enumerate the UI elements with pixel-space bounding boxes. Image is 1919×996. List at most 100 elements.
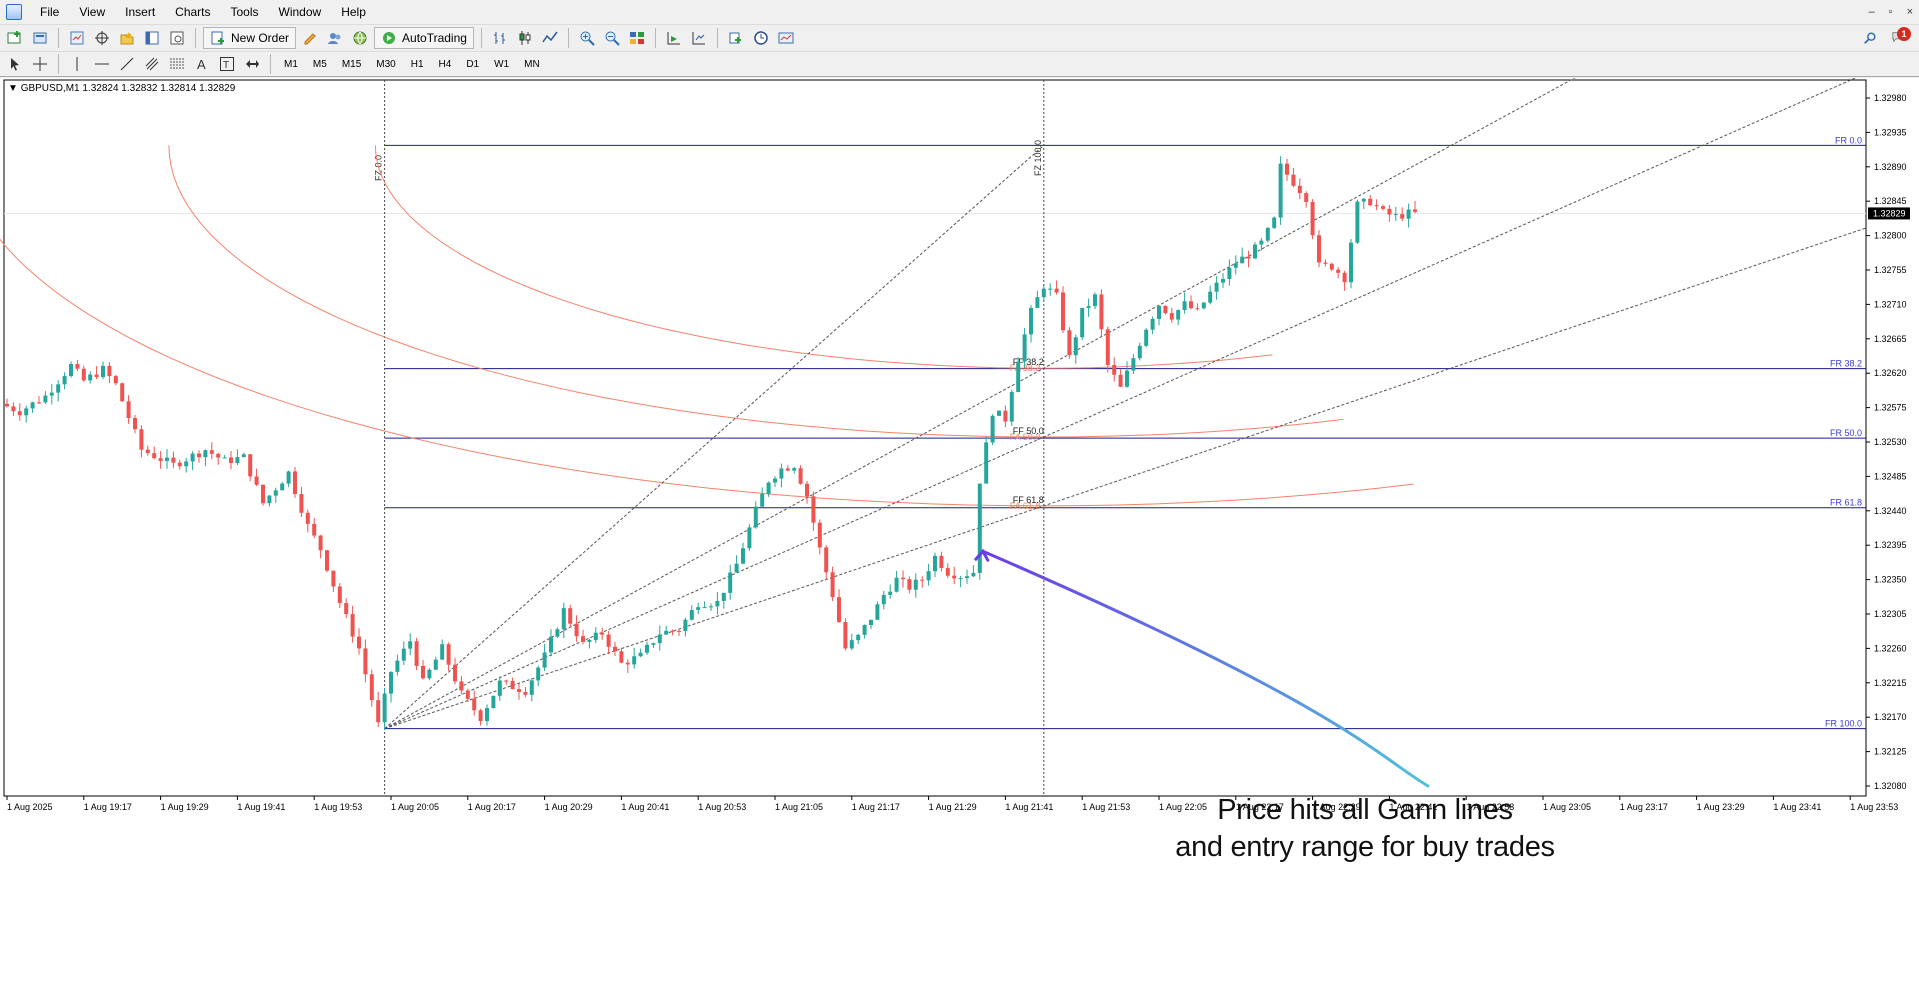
candle-body — [1387, 208, 1392, 215]
candle-body — [1323, 262, 1328, 264]
cursor-tool[interactable] — [4, 53, 26, 75]
timeframe-m5[interactable]: M5 — [312, 59, 327, 70]
candle-body — [997, 410, 1001, 416]
market-button[interactable] — [349, 27, 371, 49]
text-label-tool[interactable]: T — [216, 53, 238, 75]
horizontal-line-tool[interactable] — [91, 53, 113, 75]
price-tick-label: 1.32755 — [1874, 265, 1907, 275]
timeframe-m1[interactable]: M1 — [284, 59, 298, 70]
auto-scroll-button[interactable] — [663, 27, 685, 49]
metaeditor-button[interactable] — [299, 27, 321, 49]
candle-body — [1003, 410, 1008, 422]
bar-chart-button[interactable] — [489, 27, 511, 49]
candle-body — [1029, 307, 1033, 335]
candle-body — [638, 652, 643, 657]
candle-body — [197, 453, 201, 458]
candle-body — [1131, 358, 1136, 371]
vertical-line-tool[interactable] — [66, 53, 88, 75]
line-chart-button[interactable] — [539, 27, 561, 49]
chart-shift-button[interactable] — [688, 27, 710, 49]
candle-body — [280, 483, 285, 491]
timeframe-d1[interactable]: D1 — [466, 59, 480, 70]
data-window-button[interactable] — [91, 27, 113, 49]
menu-help[interactable]: Help — [341, 5, 366, 19]
candle-body — [433, 659, 438, 670]
autotrading-button[interactable]: AutoTrading — [374, 26, 474, 49]
menu-file[interactable]: File — [40, 5, 60, 19]
signals-button[interactable] — [324, 27, 346, 49]
chart-window[interactable]: FR 0.0 FR 38.2 FR 50.0 FR 61.8 FR 100.0 FZ 0.… — [0, 78, 1919, 996]
candle-body — [24, 408, 29, 416]
time-tick-label: 1 Aug 19:29 — [161, 802, 209, 812]
profiles-button[interactable] — [29, 27, 51, 49]
candle-body — [465, 690, 470, 699]
timeframe-h1[interactable]: H1 — [410, 59, 424, 70]
arrows-tool[interactable] — [241, 53, 263, 75]
crosshair-tool[interactable] — [29, 53, 51, 75]
new-order-label: New Order — [231, 30, 290, 45]
zoom-in-button[interactable] — [576, 27, 598, 49]
candle-body — [817, 522, 822, 548]
candle-body — [1048, 288, 1053, 290]
equidistant-channel-tool[interactable] — [141, 53, 163, 75]
indicators-button[interactable] — [725, 27, 747, 49]
market-watch-button[interactable] — [66, 27, 88, 49]
candle-body — [229, 457, 233, 464]
candle-body — [485, 708, 489, 722]
navigator-button[interactable] — [116, 27, 138, 49]
price-tick-label: 1.32845 — [1874, 196, 1907, 206]
timeframe-w1[interactable]: W1 — [494, 59, 510, 70]
time-tick-label: 1 Aug 19:53 — [314, 802, 362, 812]
close-icon[interactable]: × — [1906, 6, 1913, 18]
fib-arc-label: FA 50.0 — [1010, 432, 1041, 442]
timeframe-mn[interactable]: MN — [524, 59, 540, 70]
candle-body — [248, 454, 253, 477]
menu-tools[interactable]: Tools — [230, 5, 259, 19]
new-order-button[interactable]: New Order — [203, 26, 297, 49]
candle-body — [401, 648, 406, 661]
menu-charts[interactable]: Charts — [175, 5, 211, 19]
strategy-tester-button[interactable] — [166, 27, 188, 49]
templates-button[interactable] — [775, 27, 797, 49]
periods-button[interactable] — [750, 27, 772, 49]
candle-body — [568, 608, 573, 624]
restore-icon[interactable]: ▫ — [1888, 6, 1893, 18]
fib-fan-label: FF 50.0 — [1013, 426, 1044, 436]
terminal-button[interactable] — [141, 27, 163, 49]
timeframe-m15[interactable]: M15 — [341, 59, 362, 70]
timeframe-h4[interactable]: H4 — [438, 59, 452, 70]
candle-body — [43, 395, 48, 403]
candle-body — [1310, 201, 1315, 236]
candle-body — [299, 494, 304, 513]
new-chart-button[interactable] — [4, 27, 26, 49]
candle-body — [696, 607, 701, 610]
minimize-icon[interactable]: – — [1868, 6, 1875, 18]
candle-body — [728, 572, 733, 593]
menu-insert[interactable]: Insert — [125, 5, 156, 19]
candle-body — [1163, 305, 1168, 314]
candle-body — [389, 671, 393, 694]
timeframe-m30[interactable]: M30 — [376, 59, 396, 70]
price-chart[interactable]: FR 0.0FR 38.2FR 50.0FR 61.8FR 100.0FZ 0.… — [0, 78, 1919, 996]
time-tick-label: 1 Aug 19:41 — [237, 802, 285, 812]
menu-window[interactable]: Window — [278, 5, 322, 19]
notifications-button[interactable]: 1 — [1891, 26, 1911, 46]
toolbar-right: 1 — [1863, 26, 1911, 46]
candle-body — [1112, 364, 1117, 375]
price-tick-label: 1.32260 — [1874, 643, 1907, 653]
menu-view[interactable]: View — [79, 5, 106, 19]
line-studies-toolbar: A T M1 M5 M15 M30 H1 H4 D1 W1 MN — [0, 51, 1919, 77]
fibonacci-tool[interactable] — [166, 53, 188, 75]
tile-windows-button[interactable] — [626, 27, 648, 49]
trendline-tool[interactable] — [116, 53, 138, 75]
text-tool[interactable]: A — [191, 53, 213, 75]
price-tick-label: 1.32890 — [1874, 162, 1907, 172]
candle-body — [933, 555, 937, 572]
zoom-out-button[interactable] — [601, 27, 623, 49]
candle-body — [1201, 302, 1206, 309]
price-tick-label: 1.32305 — [1874, 609, 1907, 619]
candle-body — [1086, 306, 1091, 308]
candlestick-chart-button[interactable] — [514, 27, 536, 49]
candle-body — [888, 591, 893, 595]
search-icon[interactable] — [1863, 31, 1877, 45]
